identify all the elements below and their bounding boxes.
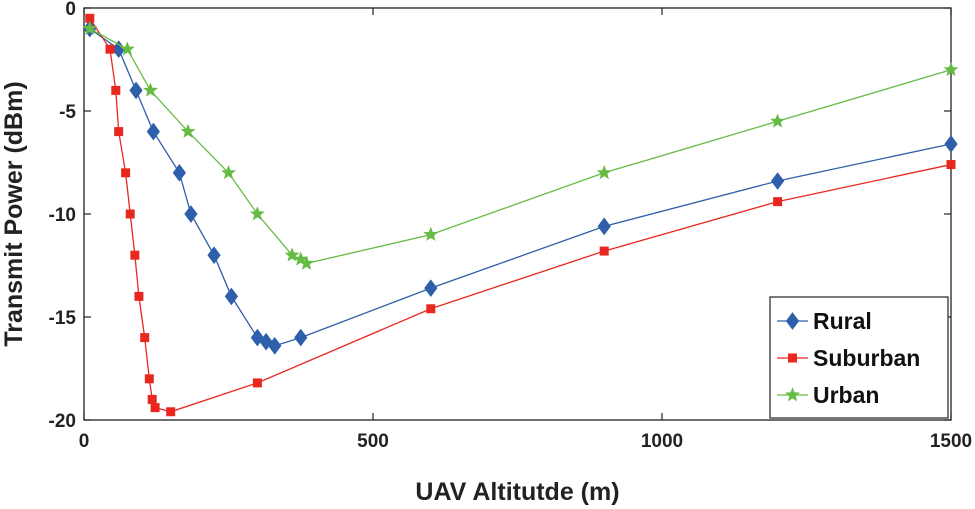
suburban-point [166, 407, 176, 417]
urban-point [249, 206, 265, 221]
x-tick-label: 500 [357, 431, 389, 452]
urban-point [596, 164, 612, 180]
x-tick-label: 0 [79, 431, 90, 452]
y-tick-label: -20 [49, 411, 76, 432]
y-tick-label: -15 [49, 308, 77, 329]
rural-point [172, 163, 186, 182]
suburban-point [130, 250, 140, 260]
rural-point [129, 81, 143, 100]
legend-urban-label: Urban [813, 382, 879, 408]
x-axis-label: UAV Altitutde (m) [415, 478, 619, 506]
urban-line [89, 28, 952, 265]
legend-suburban-marker [788, 353, 797, 363]
rural-point [224, 287, 239, 306]
urban-point [770, 113, 786, 128]
rural-point [944, 135, 958, 153]
suburban-point [114, 127, 124, 137]
x-axis-ticks: 0 500 1000 1500 [79, 8, 972, 452]
series-rural [83, 19, 958, 355]
suburban-point [599, 246, 609, 256]
y-axis-ticks: 0 -5 -10 -15 -20 [49, 0, 951, 432]
urban-point [299, 255, 314, 270]
suburban-point [150, 403, 160, 413]
suburban-point [134, 291, 144, 301]
rural-point [146, 122, 160, 141]
suburban-point [121, 168, 131, 178]
urban-point [284, 247, 300, 262]
rural-point [770, 172, 785, 190]
suburban-point [773, 197, 783, 207]
rural-point [268, 337, 282, 355]
suburban-line [89, 17, 952, 413]
rural-point [424, 279, 438, 297]
legend-box [769, 296, 949, 419]
rural-point [597, 217, 611, 236]
suburban-point [426, 304, 436, 314]
legend-urban-marker [785, 387, 800, 402]
x-tick-label: 1000 [641, 431, 683, 452]
legend-suburban-label: Suburban [813, 345, 920, 371]
urban-point [180, 123, 196, 138]
suburban-point [946, 160, 956, 170]
suburban-point [111, 85, 121, 95]
urban-point [143, 82, 158, 97]
suburban-point [140, 333, 150, 343]
urban-point [119, 41, 135, 56]
suburban-point [105, 44, 115, 54]
urban-point [423, 226, 439, 241]
legend: Rural Suburban Urban [769, 296, 949, 419]
y-tick-label: 0 [65, 0, 76, 20]
y-tick-label: -5 [59, 102, 76, 123]
x-tick-label: 1500 [930, 431, 972, 452]
rural-point [184, 205, 198, 223]
suburban-point [85, 13, 95, 23]
urban-point [82, 20, 98, 35]
urban-point [221, 164, 236, 180]
series-layer [82, 13, 959, 417]
series-suburban [85, 13, 956, 417]
suburban-point [252, 378, 262, 388]
legend-rural-marker [785, 312, 800, 330]
rural-line [89, 28, 952, 347]
suburban-point [125, 209, 135, 219]
rural-point [294, 328, 308, 347]
rural-point [207, 246, 221, 265]
y-axis-label: Transmit Power (dBm) [0, 81, 28, 346]
urban-point [943, 61, 959, 77]
series-urban [82, 20, 959, 270]
suburban-point [147, 394, 157, 404]
suburban-point [144, 374, 154, 384]
legend-rural-label: Rural [813, 308, 872, 334]
y-tick-label: -10 [49, 205, 76, 226]
